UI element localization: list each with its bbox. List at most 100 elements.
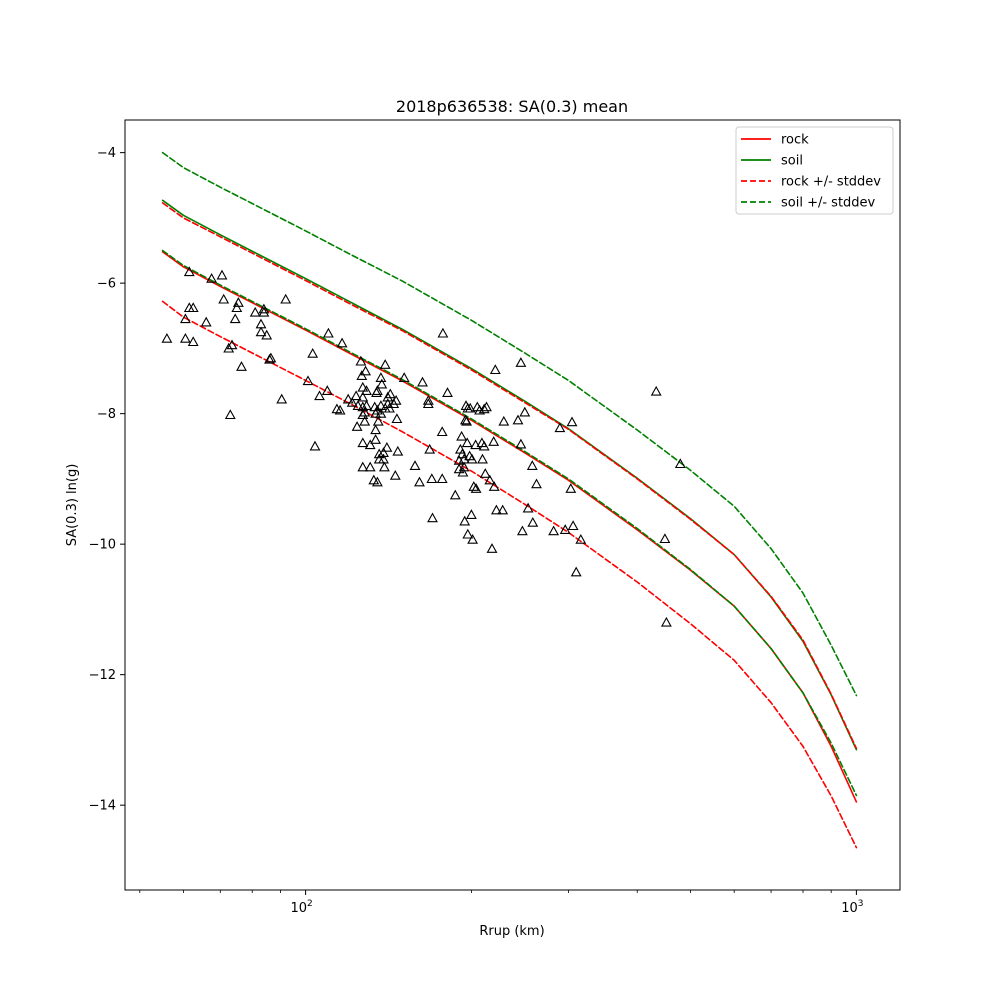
series-lines — [161, 151, 858, 849]
plot-frame — [124, 119, 901, 891]
series-line-4 — [161, 151, 858, 697]
observation-marker — [519, 406, 531, 417]
y-axis-label: SA(0.3) ln(g) — [65, 464, 80, 547]
observation-marker — [488, 481, 500, 491]
observation-marker — [376, 378, 388, 389]
legend: rock soil rock +/- stddev soil +/- stddev — [735, 126, 894, 215]
observation-marker — [458, 461, 470, 472]
plot-area — [161, 151, 858, 849]
observation-marker — [575, 533, 587, 544]
observation-marker — [232, 297, 244, 307]
observation-marker — [357, 461, 369, 472]
x-tick-label: 103 — [841, 899, 863, 916]
observation-marker — [486, 543, 498, 553]
observation-marker — [459, 515, 471, 526]
observation-marker — [231, 302, 243, 313]
observation-marker — [187, 302, 199, 313]
series-line-1 — [161, 199, 858, 751]
observation-marker — [554, 422, 566, 433]
observation-marker — [361, 385, 372, 395]
observation-marker — [258, 303, 270, 314]
observation-marker — [464, 402, 476, 413]
observation-marker — [375, 372, 387, 382]
observation-marker — [224, 409, 236, 420]
observation-marker — [567, 520, 579, 531]
observation-marker — [368, 474, 380, 485]
observation-marker — [357, 437, 369, 448]
observation-marker — [321, 385, 333, 395]
observation-marker — [470, 483, 482, 493]
legend-label: rock +/- stddev — [781, 175, 881, 190]
series-line-3 — [161, 202, 858, 750]
observation-marker — [389, 469, 401, 480]
observation-marker — [364, 461, 376, 472]
observation-marker — [566, 416, 578, 427]
observation-marker — [302, 375, 314, 386]
observation-marker — [570, 566, 582, 577]
observation-marker — [488, 436, 500, 446]
observation-marker — [414, 476, 425, 487]
legend-box — [735, 126, 894, 215]
observation-marker — [372, 415, 384, 426]
observation-marker — [461, 437, 473, 448]
observation-marker — [364, 439, 376, 450]
observation-marker — [357, 381, 369, 392]
observation-marker — [427, 512, 438, 523]
observation-marker — [280, 293, 292, 304]
observation-marker — [342, 393, 354, 404]
observation-marker — [183, 266, 195, 277]
observation-marker — [179, 332, 191, 343]
observation-marker — [223, 342, 235, 353]
observation-marker — [478, 403, 490, 414]
observation-marker — [361, 400, 372, 410]
observation-marker — [352, 400, 364, 410]
observation-marker — [516, 525, 528, 536]
observation-marker — [265, 352, 277, 363]
series-line-2 — [161, 300, 858, 849]
observation-marker — [470, 439, 482, 450]
observation-marker — [350, 390, 362, 401]
observation-marker — [314, 390, 325, 401]
observation-marker — [359, 415, 371, 426]
observation-marker — [461, 415, 473, 426]
observation-marker — [478, 440, 490, 451]
observation-marker — [468, 481, 480, 491]
observation-marker — [465, 509, 477, 519]
legend-label: soil — [781, 154, 803, 169]
observation-marker — [379, 359, 391, 369]
observation-marker — [334, 404, 346, 415]
observation-marker — [264, 353, 275, 364]
observation-marker — [437, 327, 449, 338]
observation-marker — [391, 413, 403, 424]
observation-marker — [548, 525, 560, 536]
series-line-5 — [161, 249, 858, 797]
observation-marker — [531, 478, 542, 489]
observation-marker — [424, 443, 436, 454]
observation-marker — [206, 272, 218, 283]
y-tick-label: −12 — [89, 668, 116, 683]
observation-marker — [477, 453, 488, 464]
observation-marker — [346, 396, 358, 407]
legend-label: soil +/- stddev — [781, 196, 876, 211]
observation-marker — [360, 365, 372, 376]
observation-marker — [370, 424, 382, 435]
observation-marker — [527, 516, 539, 527]
observation-marker — [336, 337, 348, 348]
x-tick-label: 102 — [290, 899, 312, 916]
observation-marker — [660, 616, 672, 627]
observation-marker — [370, 434, 382, 444]
observation-marker — [355, 355, 367, 366]
observation-marker — [179, 313, 191, 324]
observation-marker — [371, 404, 383, 415]
observation-marker — [650, 385, 662, 396]
y-tick-label: −10 — [89, 538, 116, 553]
x-axis-ticks: 102 103 — [139, 890, 864, 916]
observation-marker — [458, 453, 470, 464]
y-axis-ticks: −4 −6 −8 −10 −12 −14 — [89, 146, 125, 814]
observation-marker — [659, 533, 671, 544]
observation-marker — [457, 466, 469, 477]
observation-marker — [479, 468, 491, 478]
observation-marker — [351, 421, 363, 431]
observation-marker — [255, 318, 267, 329]
observation-marker — [357, 391, 369, 402]
